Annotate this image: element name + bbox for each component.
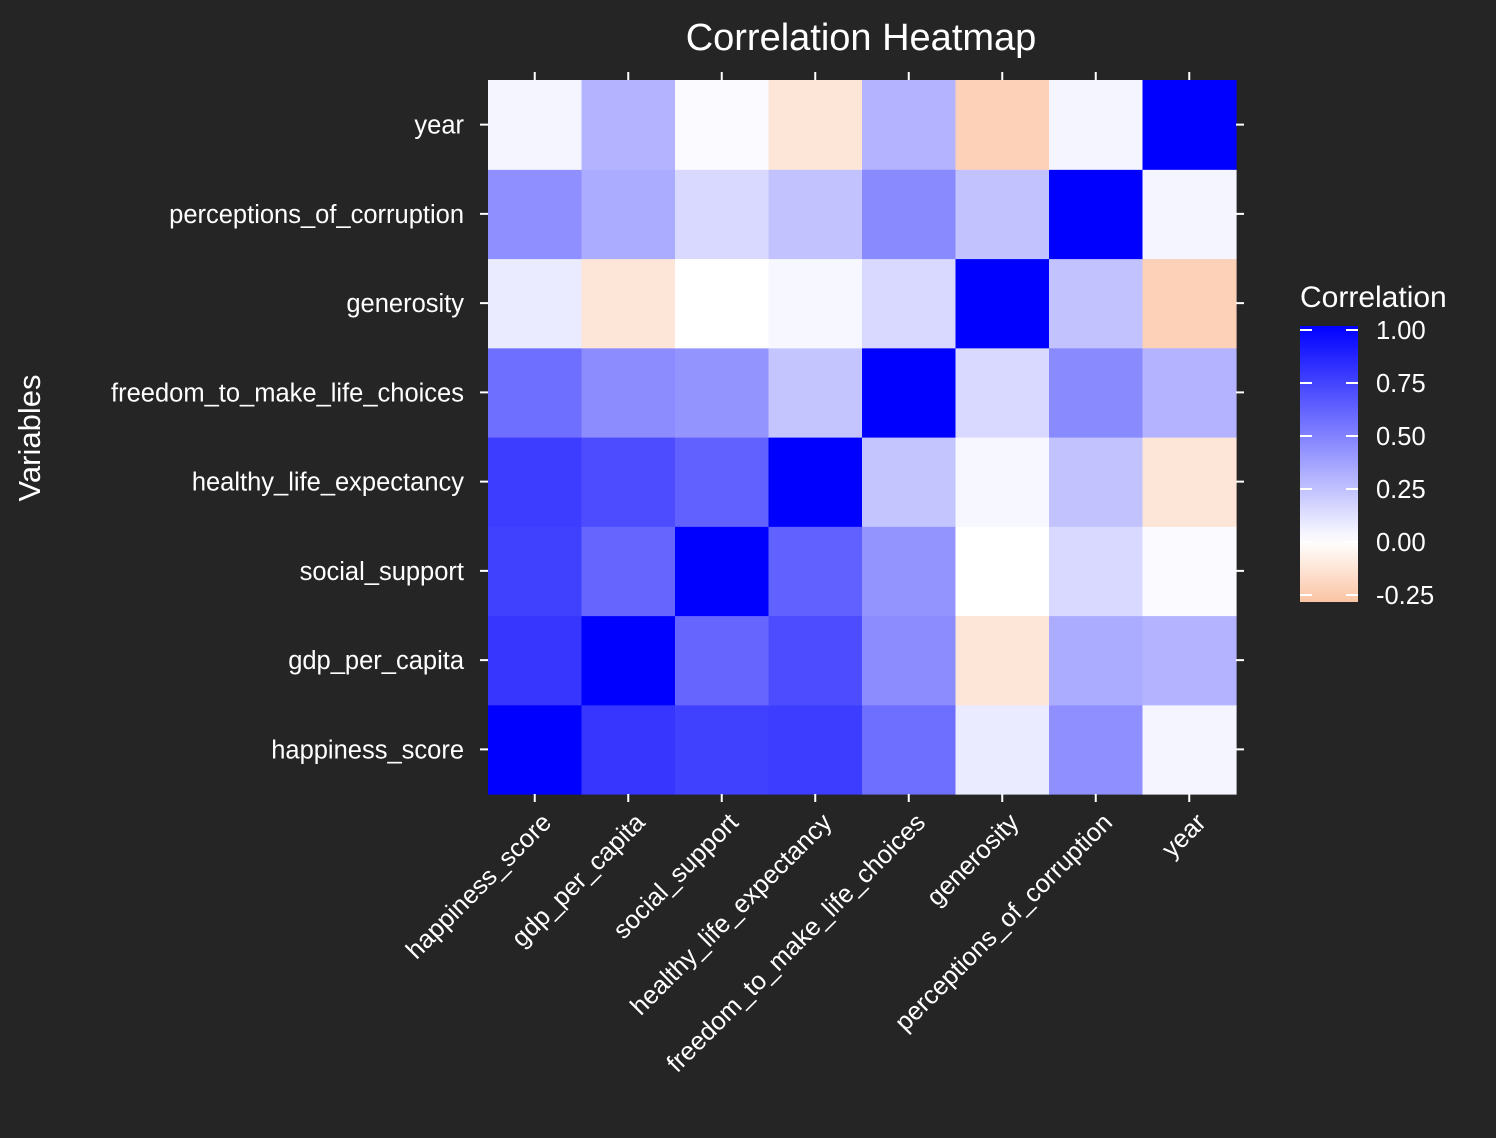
heatmap-cell-perceptions_of_corruption-freedom_to_make_life_choices <box>862 169 957 260</box>
heatmap-cell-generosity-year <box>1142 258 1237 349</box>
heatmap-cell-healthy_life_expectancy-generosity <box>955 437 1050 527</box>
heatmap-cell-year-gdp_per_capita <box>581 80 676 170</box>
heatmap-cell-freedom_to_make_life_choices-happiness_score <box>488 347 583 438</box>
heatmap-cell-generosity-healthy_life_expectancy <box>768 258 863 349</box>
y-tick-label-social_support: social_support <box>300 558 464 586</box>
legend-tick-label-1: 0.75 <box>1376 370 1426 398</box>
y-tick-label-happiness_score: happiness_score <box>271 736 464 764</box>
heatmap-cell-gdp_per_capita-healthy_life_expectancy <box>768 615 863 706</box>
y-axis-label: Variables <box>12 375 47 502</box>
heatmap-cell-happiness_score-year <box>1142 704 1237 795</box>
heatmap-cell-perceptions_of_corruption-healthy_life_expectancy <box>768 169 863 260</box>
heatmap-cell-generosity-generosity <box>955 258 1050 349</box>
heatmap-cell-generosity-gdp_per_capita <box>581 258 676 349</box>
heatmap-cell-happiness_score-healthy_life_expectancy <box>768 704 863 795</box>
heatmap-cell-gdp_per_capita-gdp_per_capita <box>581 615 676 706</box>
y-tick-label-healthy_life_expectancy: healthy_life_expectancy <box>192 469 464 497</box>
heatmap-cell-freedom_to_make_life_choices-gdp_per_capita <box>581 347 676 438</box>
heatmap-cell-freedom_to_make_life_choices-generosity <box>955 347 1050 438</box>
heatmap-cells <box>488 80 1237 795</box>
color-legend: Correlation 1.00 0.75 0.50 0.25 0.00 -0.25 <box>1300 281 1447 610</box>
heatmap-cell-freedom_to_make_life_choices-freedom_to_make_life_choices <box>862 347 957 438</box>
heatmap-cell-healthy_life_expectancy-freedom_to_make_life_choices <box>862 437 957 527</box>
heatmap-cell-happiness_score-gdp_per_capita <box>581 704 676 795</box>
legend-tick-label-2: 0.50 <box>1376 423 1426 451</box>
heatmap-cell-perceptions_of_corruption-year <box>1142 169 1237 260</box>
chart-title: Correlation Heatmap <box>686 17 1037 59</box>
legend-tick-label-0: 1.00 <box>1376 317 1426 345</box>
heatmap-cell-year-social_support <box>675 80 770 170</box>
heatmap-cell-gdp_per_capita-perceptions_of_corruption <box>1049 615 1144 706</box>
heatmap-cell-year-year <box>1142 80 1237 170</box>
y-tick-label-perceptions_of_corruption: perceptions_of_corruption <box>169 201 464 229</box>
legend-tick-label-5: -0.25 <box>1376 582 1434 610</box>
heatmap-cell-gdp_per_capita-year <box>1142 615 1237 706</box>
heatmap-cell-generosity-freedom_to_make_life_choices <box>862 258 957 349</box>
heatmap-cell-freedom_to_make_life_choices-social_support <box>675 347 770 438</box>
heatmap-cell-year-happiness_score <box>488 80 583 170</box>
legend-tick-label-3: 0.25 <box>1376 476 1426 504</box>
heatmap-cell-happiness_score-freedom_to_make_life_choices <box>862 704 957 795</box>
heatmap-cell-social_support-happiness_score <box>488 526 583 617</box>
heatmap-cell-generosity-social_support <box>675 258 770 349</box>
heatmap-cell-social_support-generosity <box>955 526 1050 617</box>
heatmap-cell-social_support-year <box>1142 526 1237 617</box>
x-tick-label-generosity: generosity <box>921 808 1024 911</box>
heatmap-cell-perceptions_of_corruption-happiness_score <box>488 169 583 260</box>
y-tick-label-year: year <box>414 112 464 140</box>
legend-title: Correlation <box>1300 281 1447 314</box>
heatmap-cell-perceptions_of_corruption-social_support <box>675 169 770 260</box>
heatmap-cell-social_support-healthy_life_expectancy <box>768 526 863 617</box>
heatmap-cell-gdp_per_capita-generosity <box>955 615 1050 706</box>
heatmap-cell-healthy_life_expectancy-happiness_score <box>488 437 583 527</box>
heatmap-cell-perceptions_of_corruption-perceptions_of_corruption <box>1049 169 1144 260</box>
heatmap-cell-gdp_per_capita-social_support <box>675 615 770 706</box>
x-tick-label-year: year <box>1157 808 1212 863</box>
heatmap-cell-freedom_to_make_life_choices-year <box>1142 347 1237 438</box>
heatmap-cell-gdp_per_capita-freedom_to_make_life_choices <box>862 615 957 706</box>
heatmap-cell-year-generosity <box>955 80 1050 170</box>
heatmap-cell-year-freedom_to_make_life_choices <box>862 80 957 170</box>
heatmap-cell-happiness_score-perceptions_of_corruption <box>1049 704 1144 795</box>
y-tick-label-gdp_per_capita: gdp_per_capita <box>288 647 465 675</box>
heatmap-cell-perceptions_of_corruption-gdp_per_capita <box>581 169 676 260</box>
heatmap-cell-year-perceptions_of_corruption <box>1049 80 1144 170</box>
heatmap-cell-perceptions_of_corruption-generosity <box>955 169 1050 260</box>
heatmap-cell-happiness_score-social_support <box>675 704 770 795</box>
y-tick-label-freedom_to_make_life_choices: freedom_to_make_life_choices <box>111 379 464 407</box>
legend-tick-label-4: 0.00 <box>1376 529 1426 557</box>
heatmap-cell-healthy_life_expectancy-gdp_per_capita <box>581 437 676 527</box>
y-tick-label-generosity: generosity <box>346 290 464 318</box>
heatmap-cell-social_support-social_support <box>675 526 770 617</box>
heatmap-cell-happiness_score-happiness_score <box>488 704 583 795</box>
heatmap-cell-social_support-freedom_to_make_life_choices <box>862 526 957 617</box>
heatmap-cell-healthy_life_expectancy-perceptions_of_corruption <box>1049 437 1144 527</box>
heatmap-cell-healthy_life_expectancy-social_support <box>675 437 770 527</box>
heatmap-cell-generosity-perceptions_of_corruption <box>1049 258 1144 349</box>
heatmap-cell-social_support-gdp_per_capita <box>581 526 676 617</box>
heatmap-cell-freedom_to_make_life_choices-healthy_life_expectancy <box>768 347 863 438</box>
heatmap-cell-healthy_life_expectancy-healthy_life_expectancy <box>768 437 863 527</box>
heatmap-cell-gdp_per_capita-happiness_score <box>488 615 583 706</box>
heatmap-cell-year-healthy_life_expectancy <box>768 80 863 170</box>
legend-color-bar <box>1300 326 1358 602</box>
heatmap-cell-social_support-perceptions_of_corruption <box>1049 526 1144 617</box>
heatmap-cell-generosity-happiness_score <box>488 258 583 349</box>
heatmap-cell-freedom_to_make_life_choices-perceptions_of_corruption <box>1049 347 1144 438</box>
heatmap-cell-happiness_score-generosity <box>955 704 1050 795</box>
heatmap-cell-healthy_life_expectancy-year <box>1142 437 1237 527</box>
